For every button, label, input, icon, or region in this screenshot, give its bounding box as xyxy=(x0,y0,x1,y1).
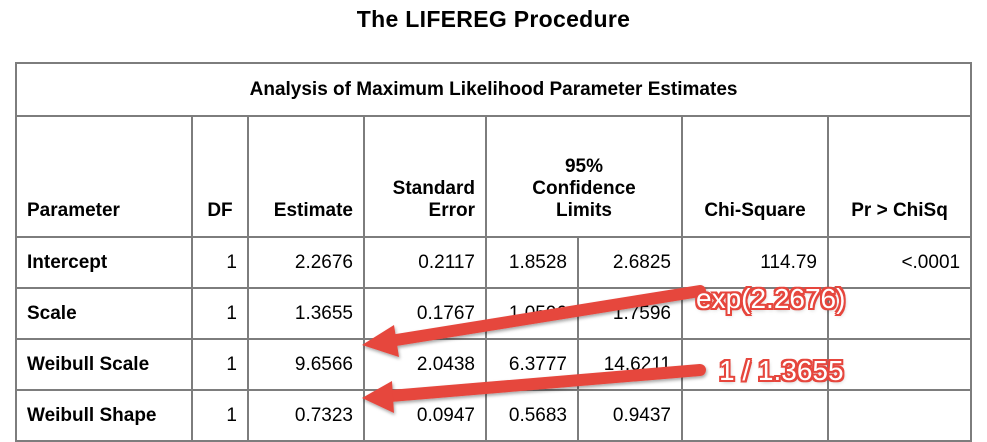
cell-parameter: Weibull Scale xyxy=(15,338,193,391)
header-standard-error-line2: Error xyxy=(428,200,475,221)
header-ci-line3: Limits xyxy=(556,200,612,221)
cell-parameter: Scale xyxy=(15,287,193,340)
cell-upper-limit: 0.9437 xyxy=(577,389,683,442)
header-row: Parameter DF Estimate Standard Error 95%… xyxy=(15,115,973,238)
procedure-title: The LIFEREG Procedure xyxy=(356,6,631,32)
cell-pr-chisq xyxy=(826,389,973,442)
header-parameter: Parameter xyxy=(15,115,193,238)
cell-std-error: 2.0438 xyxy=(363,338,487,391)
header-estimate: Estimate xyxy=(247,115,365,238)
cell-lower-limit: 6.3777 xyxy=(485,338,579,391)
cell-estimate: 0.7323 xyxy=(247,389,365,442)
cell-estimate: 2.2676 xyxy=(247,236,365,289)
cell-std-error: 0.2117 xyxy=(363,236,487,289)
cell-pr-chisq xyxy=(826,287,973,340)
cell-std-error: 0.0947 xyxy=(363,389,487,442)
cell-parameter: Intercept xyxy=(15,236,193,289)
cell-lower-limit: 1.8528 xyxy=(485,236,579,289)
header-chi-square: Chi-Square xyxy=(681,115,829,238)
header-ci-line1: 95% xyxy=(564,156,604,177)
cell-upper-limit: 14.6211 xyxy=(577,338,683,391)
cell-estimate: 9.6566 xyxy=(247,338,365,391)
annotation-shape-formula: 1 / 1.3655 xyxy=(719,355,844,386)
cell-std-error: 0.1767 xyxy=(363,287,487,340)
header-standard-error: Standard Error xyxy=(363,115,487,238)
cell-pr-chisq: <.0001 xyxy=(826,236,973,289)
cell-lower-limit: 0.5683 xyxy=(485,389,579,442)
cell-upper-limit: 1.7596 xyxy=(577,287,683,340)
header-df: DF xyxy=(191,115,249,238)
cell-df: 1 xyxy=(191,389,249,442)
table-row: Intercept 1 2.2676 0.2117 1.8528 2.6825 … xyxy=(15,236,973,289)
cell-estimate: 1.3655 xyxy=(247,287,365,340)
header-confidence-limits: 95% Confidence Limits xyxy=(485,115,683,238)
cell-df: 1 xyxy=(191,287,249,340)
annotation-scale-formula: exp(2.2676) xyxy=(696,283,846,314)
header-pr-chisq: Pr > ChiSq xyxy=(826,115,973,238)
header-standard-error-line1: Standard xyxy=(392,178,475,199)
cell-chi-square: 114.79 xyxy=(681,236,829,289)
cell-chi-square xyxy=(681,389,829,442)
cell-parameter: Weibull Shape xyxy=(15,389,193,442)
cell-df: 1 xyxy=(191,236,249,289)
cell-lower-limit: 1.0596 xyxy=(485,287,579,340)
cell-pr-chisq xyxy=(826,338,973,391)
header-ci-line2: Confidence xyxy=(532,178,636,199)
cell-upper-limit: 2.6825 xyxy=(577,236,683,289)
cell-df: 1 xyxy=(191,338,249,391)
table-row: Weibull Shape 1 0.7323 0.0947 0.5683 0.9… xyxy=(15,389,973,442)
table-caption: Analysis of Maximum Likelihood Parameter… xyxy=(14,62,973,117)
